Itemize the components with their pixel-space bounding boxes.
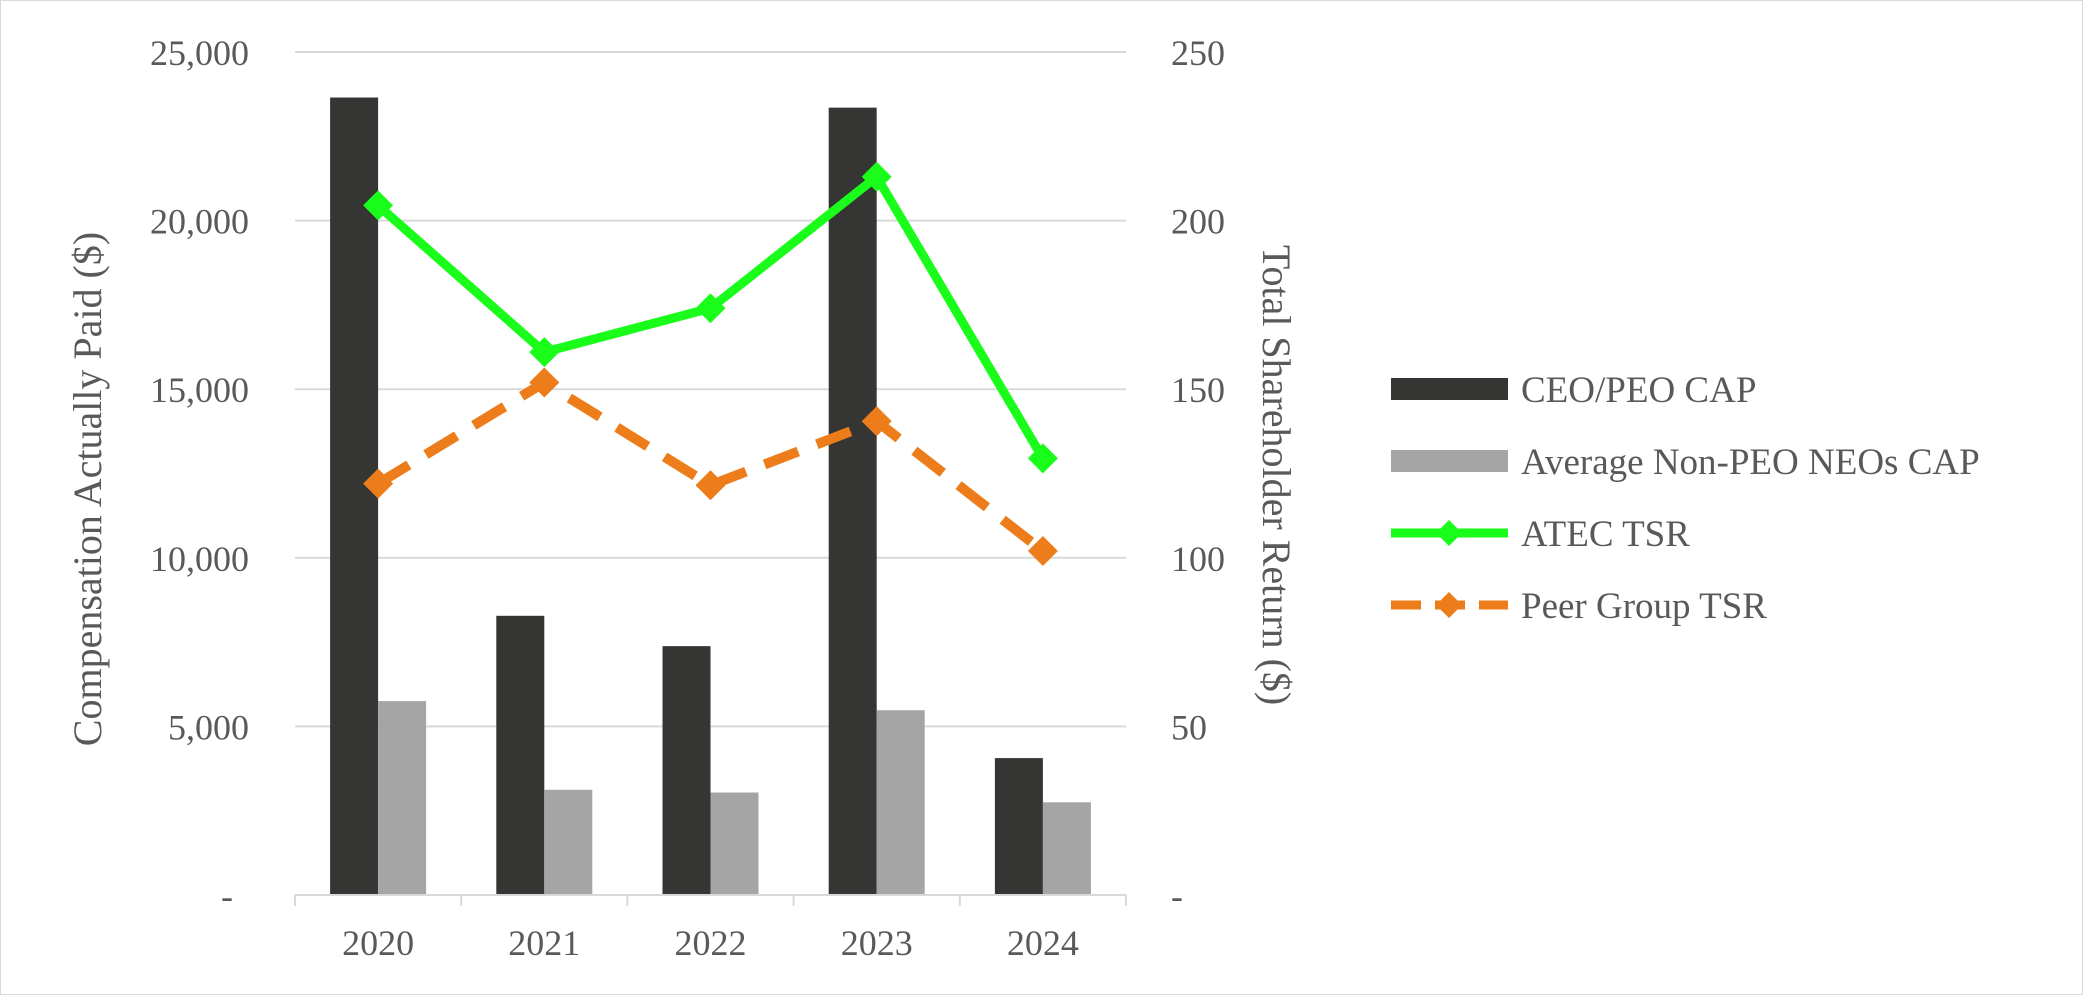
bar-ceo-peo-cap-2023 <box>828 107 877 895</box>
bar-ceo-peo-cap-2022 <box>662 646 711 895</box>
gridlines <box>295 51 1126 728</box>
marker-atec-tsr-2021 <box>529 337 560 368</box>
x-tick-label: 2023 <box>841 923 913 963</box>
right-tick-label: 250 <box>1171 33 1225 73</box>
marker-peer-group-tsr-2023 <box>861 406 892 437</box>
marker-atec-tsr-2023 <box>861 161 892 192</box>
marker-atec-tsr-2024 <box>1027 443 1058 474</box>
bar-average-non-peo-neos-cap-2024 <box>1042 802 1091 895</box>
marker-atec-tsr-2022 <box>695 293 726 324</box>
right-tick-label: 100 <box>1171 539 1225 579</box>
x-tick-label: 2022 <box>675 923 747 963</box>
bar-ceo-peo-cap-2024 <box>994 758 1043 895</box>
bar-average-non-peo-neos-cap-2020 <box>378 701 427 895</box>
left-tick-label: 10,000 <box>150 539 249 579</box>
right-tick-label: 200 <box>1171 202 1225 242</box>
legend: CEO/PEO CAP Average Non-PEO NEOs CAP ATEC … <box>1391 370 1980 627</box>
bar-ceo-peo-cap-2020 <box>330 97 379 896</box>
right-tick-label: 150 <box>1171 370 1225 410</box>
legend-label-atec-tsr: ATEC TSR <box>1521 514 1690 555</box>
x-tick-label: 2021 <box>508 923 580 963</box>
legend-label-peer-group-tsr: Peer Group TSR <box>1521 586 1767 627</box>
line-peer-group-tsr <box>375 377 1046 555</box>
marker-peer-group-tsr-2024 <box>1027 536 1058 567</box>
x-tick-label: 2024 <box>1007 923 1079 963</box>
marker-peer-group-tsr-2022 <box>695 470 726 501</box>
legend-label-average-non-peo-neos-cap: Average Non-PEO NEOs CAP <box>1521 442 1980 483</box>
bar-average-non-peo-neos-cap-2023 <box>876 710 925 895</box>
bar-ceo-peo-cap-2021 <box>496 615 545 895</box>
right-tick-label: - <box>1171 876 1183 916</box>
bar-average-non-peo-neos-cap-2022 <box>710 792 759 895</box>
lines <box>363 161 1058 567</box>
left-tick-label: 15,000 <box>150 370 249 410</box>
right-axis-ticks: - 50 100 150 200 250 <box>1171 33 1225 916</box>
x-axis-ticks: 2020 2021 2022 2023 2024 <box>342 923 1079 963</box>
legend-swatch-ceo-peo-cap <box>1391 378 1508 400</box>
left-axis-ticks: - 5,000 10,000 15,000 20,000 25,000 <box>150 33 249 916</box>
right-tick-label: 50 <box>1171 707 1207 747</box>
marker-atec-tsr-2020 <box>363 190 394 221</box>
right-axis-title: Total Shareholder Return ($) <box>1254 245 1299 705</box>
legend-label-ceo-peo-cap: CEO/PEO CAP <box>1521 370 1756 411</box>
x-tick-label: 2020 <box>342 923 414 963</box>
bar-average-non-peo-neos-cap-2021 <box>544 789 593 895</box>
left-tick-label: - <box>221 876 233 916</box>
legend-marker-peer-group-tsr <box>1436 592 1462 618</box>
bars <box>330 97 1091 896</box>
marker-peer-group-tsr-2020 <box>363 468 394 499</box>
marker-peer-group-tsr-2021 <box>529 367 560 398</box>
legend-marker-atec-tsr <box>1436 520 1462 546</box>
left-tick-label: 25,000 <box>150 33 249 73</box>
left-tick-label: 5,000 <box>168 707 249 747</box>
axes <box>294 894 1127 906</box>
left-axis-title: Compensation Actually Paid ($) <box>65 232 110 746</box>
left-tick-label: 20,000 <box>150 202 249 242</box>
legend-swatch-average-non-peo-neos-cap <box>1391 450 1508 472</box>
